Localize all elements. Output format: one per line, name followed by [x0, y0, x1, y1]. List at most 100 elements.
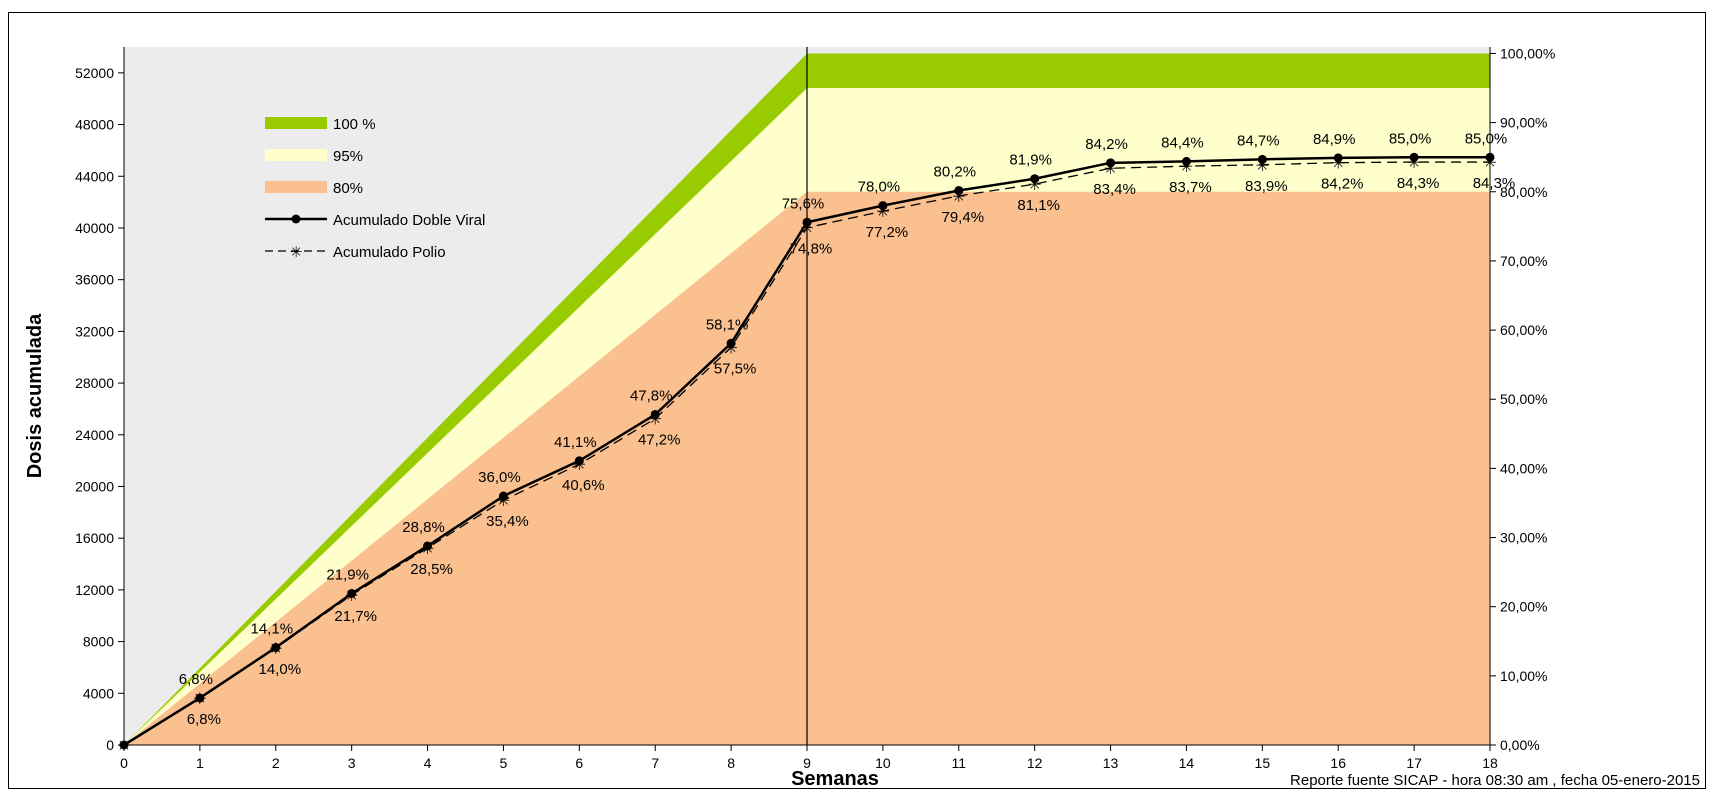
- legend-marker: ✳: [290, 243, 303, 261]
- y2-tick-label: 70,00%: [1500, 253, 1547, 269]
- series-1-point: [1409, 152, 1419, 162]
- data-label-above: 58,1%: [706, 316, 749, 333]
- x-tick-label: 10: [875, 755, 891, 771]
- x-tick-label: 1: [196, 755, 204, 771]
- series-2-point: ✳: [1180, 157, 1193, 176]
- y2-tick-label: 0,00%: [1500, 737, 1540, 753]
- series-2-point: ✳: [1332, 154, 1345, 173]
- chart-frame: [8, 12, 1706, 789]
- data-label-above: 81,9%: [1009, 152, 1052, 169]
- series-2-point: ✳: [421, 539, 434, 558]
- x-tick-label: 0: [120, 755, 128, 771]
- y-tick-label: 8000: [83, 634, 114, 650]
- data-label-below: 14,0%: [259, 661, 302, 678]
- x-tick-label: 5: [500, 755, 508, 771]
- y-tick-label: 36000: [75, 272, 114, 288]
- series-2-point: ✳: [1256, 156, 1269, 175]
- x-tick-label: 17: [1406, 755, 1422, 771]
- data-label-below: 83,4%: [1093, 181, 1136, 198]
- series-2-point: ✳: [117, 736, 130, 755]
- series-2-point: ✳: [1407, 153, 1420, 172]
- y-tick-label: 32000: [75, 323, 114, 339]
- series-1-point: [1333, 153, 1343, 163]
- y-tick-label: 16000: [75, 530, 114, 546]
- data-label-below: 40,6%: [562, 477, 605, 494]
- y-tick-label: 24000: [75, 427, 114, 443]
- series-1-point: [726, 338, 736, 348]
- data-label-below: 47,2%: [638, 432, 681, 449]
- data-label-below: 21,7%: [334, 608, 377, 625]
- series-1-point: [1257, 154, 1267, 164]
- data-label-above: 84,2%: [1085, 136, 1128, 153]
- legend-swatch-2: [265, 149, 327, 161]
- series-1-point: [423, 541, 433, 551]
- data-label-below: 28,5%: [410, 561, 453, 578]
- series-1-point: [878, 201, 888, 211]
- data-label-above: 84,7%: [1237, 132, 1280, 149]
- data-label-below: 74,8%: [790, 241, 833, 258]
- x-tick-label: 3: [348, 755, 356, 771]
- y-tick-label: 40000: [75, 220, 114, 236]
- source-note: Reporte fuente SICAP - hora 08:30 am , f…: [1290, 772, 1700, 789]
- data-label-below: 35,4%: [486, 513, 529, 530]
- y2-tick-label: 80,00%: [1500, 184, 1547, 200]
- x-tick-label: 15: [1255, 755, 1271, 771]
- x-tick-label: 7: [651, 755, 659, 771]
- x-tick-label: 6: [575, 755, 583, 771]
- data-label-below: 6,8%: [187, 711, 221, 728]
- y-tick-label: 48000: [75, 117, 114, 133]
- series-2-point: ✳: [724, 338, 737, 357]
- data-label-above: 21,9%: [326, 567, 369, 584]
- data-label-above: 14,1%: [251, 621, 294, 638]
- x-tick-label: 11: [952, 755, 967, 771]
- data-label-above: 75,6%: [782, 195, 825, 212]
- data-label-below: 84,3%: [1473, 175, 1516, 192]
- series-1-point: [574, 456, 584, 466]
- data-label-above: 85,0%: [1465, 130, 1508, 147]
- legend-swatch-3: [265, 181, 327, 193]
- y-tick-label: 44000: [75, 168, 114, 184]
- data-label-above: 80,2%: [934, 163, 977, 180]
- series-2-point: ✳: [497, 491, 510, 510]
- data-label-above: 85,0%: [1389, 130, 1432, 147]
- y-tick-label: 4000: [83, 685, 114, 701]
- data-label-above: 47,8%: [630, 387, 673, 404]
- y-tick-label: 12000: [75, 582, 114, 598]
- x-tick-label: 14: [1179, 755, 1195, 771]
- data-label-above: 84,4%: [1161, 134, 1204, 151]
- data-label-below: 84,3%: [1397, 175, 1440, 192]
- series-line-2: [123, 161, 1490, 746]
- series-1-point: [802, 217, 812, 227]
- y-tick-label: 52000: [75, 65, 114, 81]
- data-label-above: 36,0%: [478, 469, 521, 486]
- series-2-point: ✳: [800, 219, 813, 238]
- y2-tick-label: 10,00%: [1500, 668, 1547, 684]
- y2-tick-label: 40,00%: [1500, 460, 1547, 476]
- x-tick-label: 8: [727, 755, 735, 771]
- series-2-point: ✳: [269, 639, 282, 658]
- legend-marker: [291, 214, 301, 224]
- data-label-above: 28,8%: [402, 519, 445, 536]
- series-1-point: [347, 589, 357, 599]
- y-tick-label: 28000: [75, 375, 114, 391]
- y2-tick-label: 20,00%: [1500, 599, 1547, 615]
- series-2-point: ✳: [193, 689, 206, 708]
- y-axis-title: Dosis acumulada: [24, 313, 46, 478]
- data-label-above: 84,9%: [1313, 131, 1356, 148]
- x-tick-label: 13: [1103, 755, 1119, 771]
- series-1-point: [1106, 158, 1116, 168]
- data-label-below: 84,2%: [1321, 176, 1364, 193]
- legend-label: 80%: [333, 180, 363, 197]
- x-tick-label: 18: [1482, 755, 1498, 771]
- legend-label: 100 %: [333, 116, 376, 133]
- series-2-point: ✳: [1483, 153, 1496, 172]
- y2-tick-label: 90,00%: [1500, 115, 1547, 131]
- data-label-below: 83,9%: [1245, 178, 1288, 195]
- y-tick-label: 20000: [75, 478, 114, 494]
- data-label-below: 79,4%: [942, 209, 985, 226]
- x-axis-title: Semanas: [791, 768, 879, 790]
- legend-swatch-1: [265, 117, 327, 129]
- series-2-point: ✳: [649, 410, 662, 429]
- x-tick-label: 4: [424, 755, 432, 771]
